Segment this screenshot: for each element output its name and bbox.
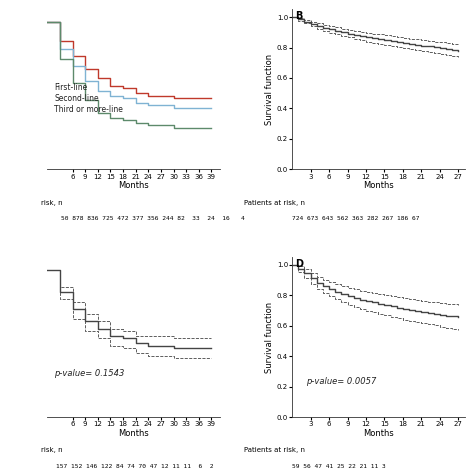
Text: Patients at risk, n: Patients at risk, n	[244, 200, 305, 206]
X-axis label: Months: Months	[363, 181, 394, 190]
Y-axis label: Survival function: Survival function	[265, 54, 274, 125]
X-axis label: Months: Months	[118, 428, 149, 438]
Text: risk, n: risk, n	[40, 200, 62, 206]
Text: 59 56 47 41 25 22 21 11 3: 59 56 47 41 25 22 21 11 3	[292, 464, 386, 469]
Text: Second-line: Second-line	[55, 94, 99, 103]
Text: First-line: First-line	[55, 83, 88, 92]
Text: B: B	[296, 11, 303, 21]
Text: D: D	[296, 259, 304, 269]
Y-axis label: Survival function: Survival function	[265, 301, 274, 373]
Text: 157 152 146 122 84 74 70 47 12 11 11  6  2: 157 152 146 122 84 74 70 47 12 11 11 6 2	[56, 464, 213, 469]
Text: 50 878 836 725 472 377 356 244 82  33  24  16   4: 50 878 836 725 472 377 356 244 82 33 24 …	[61, 217, 245, 221]
Text: Patients at risk, n: Patients at risk, n	[244, 447, 305, 453]
Text: Third or more-line: Third or more-line	[55, 105, 123, 114]
Text: p-value= 0.0057: p-value= 0.0057	[306, 377, 376, 386]
Text: p-value= 0.1543: p-value= 0.1543	[55, 369, 125, 378]
Text: risk, n: risk, n	[40, 447, 62, 453]
X-axis label: Months: Months	[363, 428, 394, 438]
X-axis label: Months: Months	[118, 181, 149, 190]
Text: 724 673 643 562 363 282 267 186 67: 724 673 643 562 363 282 267 186 67	[292, 217, 419, 221]
